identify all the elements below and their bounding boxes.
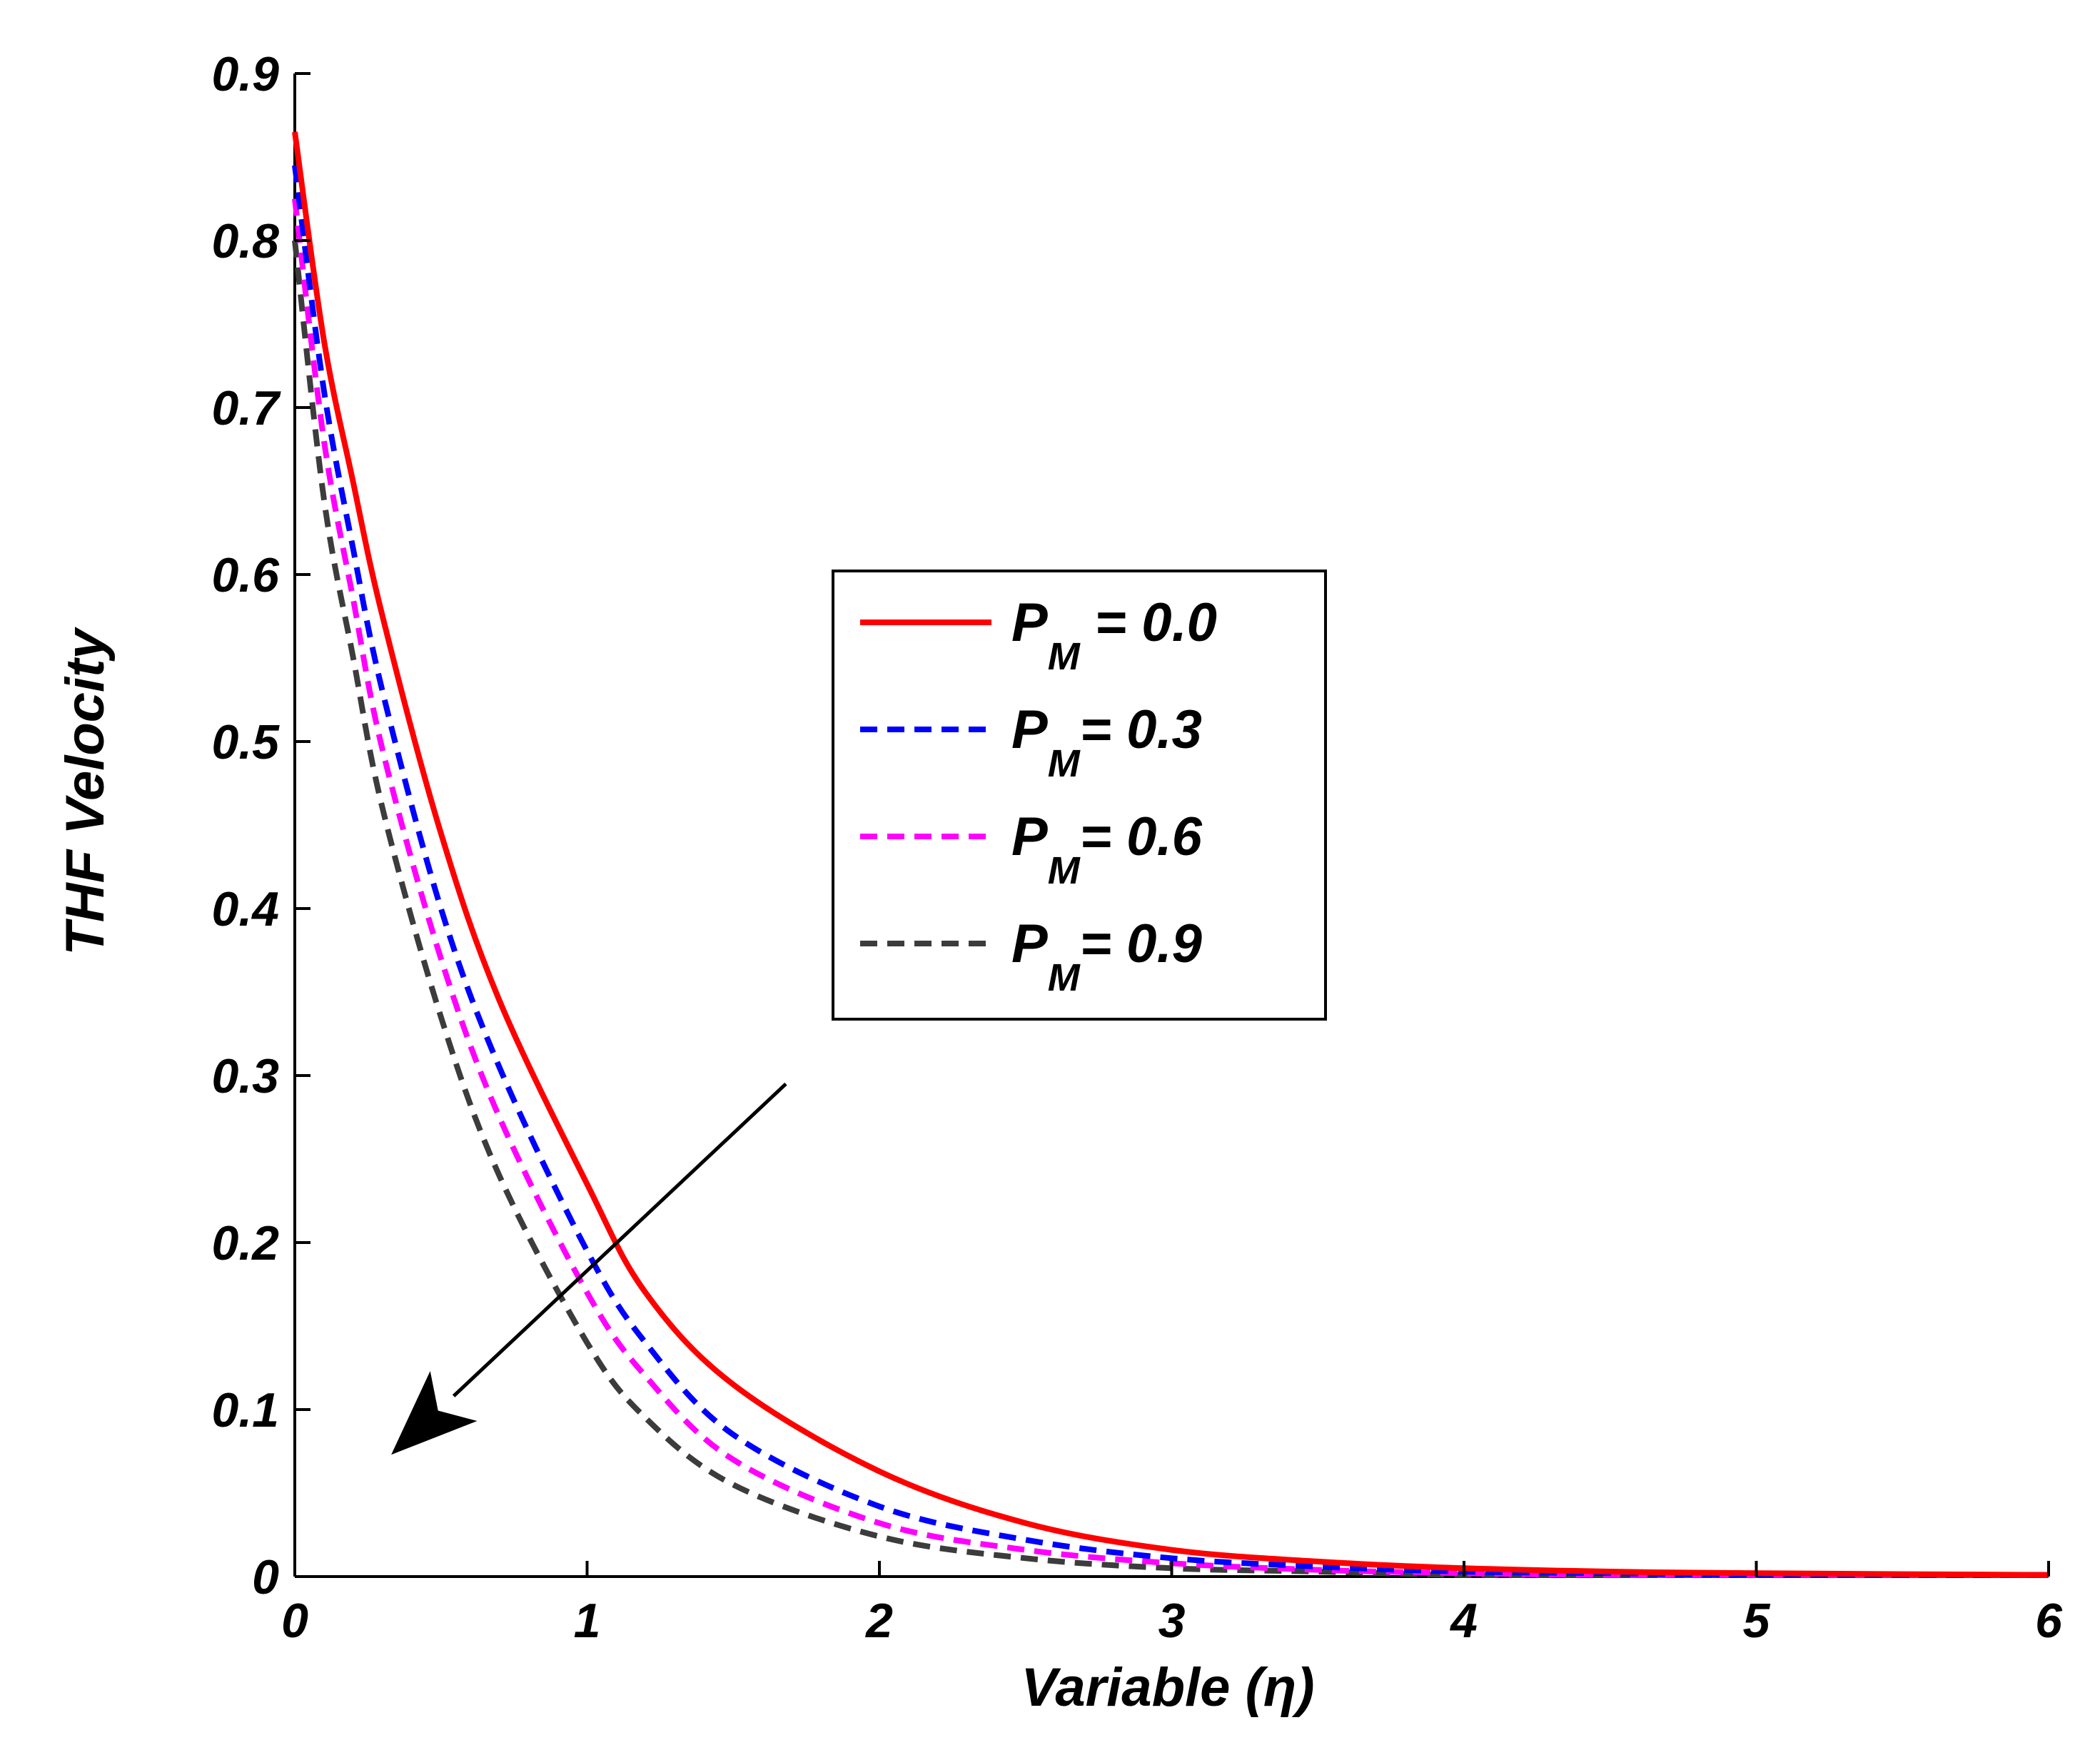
x-axis-ticks: 0 1 2 3 4 5 6 [281,1561,2063,1648]
x-tick-label: 5 [1743,1594,1771,1648]
y-tick-label: 0.4 [211,882,279,936]
x-tick-label: 1 [574,1594,601,1648]
annotation-arrow-shaft [452,1082,787,1397]
y-tick-label: 0.5 [211,715,280,769]
y-tick-label: 0 [252,1550,279,1604]
x-axis-label: Variable (η) [1021,1657,1314,1718]
y-tick-label: 0.7 [211,381,281,435]
x-tick-label: 6 [2035,1594,2063,1648]
y-tick-label: 0.8 [211,214,279,268]
annotation-layer [391,1082,787,1455]
series-line-0 [292,131,2049,1578]
x-tick-label: 4 [1449,1594,1478,1648]
legend: PM = 0.0 PM= 0.3 PM= 0.6 PM= 0.9 [832,570,1327,1021]
y-axis-ticks: 0 0.1 0.2 0.3 0.4 0.5 0.6 0.7 0.8 0.9 [211,47,311,1604]
series-layer [292,131,2049,1579]
series-line-2 [292,198,2049,1578]
legend-label-1: PM= 0.3 [1011,699,1202,785]
x-tick-label: 0 [281,1594,308,1648]
y-tick-label: 0.3 [211,1049,279,1103]
y-tick-label: 0.1 [211,1383,279,1437]
annotation-arrow-head [391,1371,478,1455]
x-tick-label: 2 [864,1594,893,1648]
y-tick-label: 0.9 [211,47,279,101]
x-tick-label: 3 [1158,1594,1186,1648]
y-tick-label: 0.6 [211,548,280,602]
y-axis-label: THF Velocity [55,627,116,956]
legend-label-0: PM = 0.0 [1011,592,1217,678]
y-tick-label: 0.2 [211,1216,279,1270]
legend-label-2: PM= 0.6 [1011,806,1203,892]
legend-label-3: PM= 0.9 [1011,914,1202,999]
